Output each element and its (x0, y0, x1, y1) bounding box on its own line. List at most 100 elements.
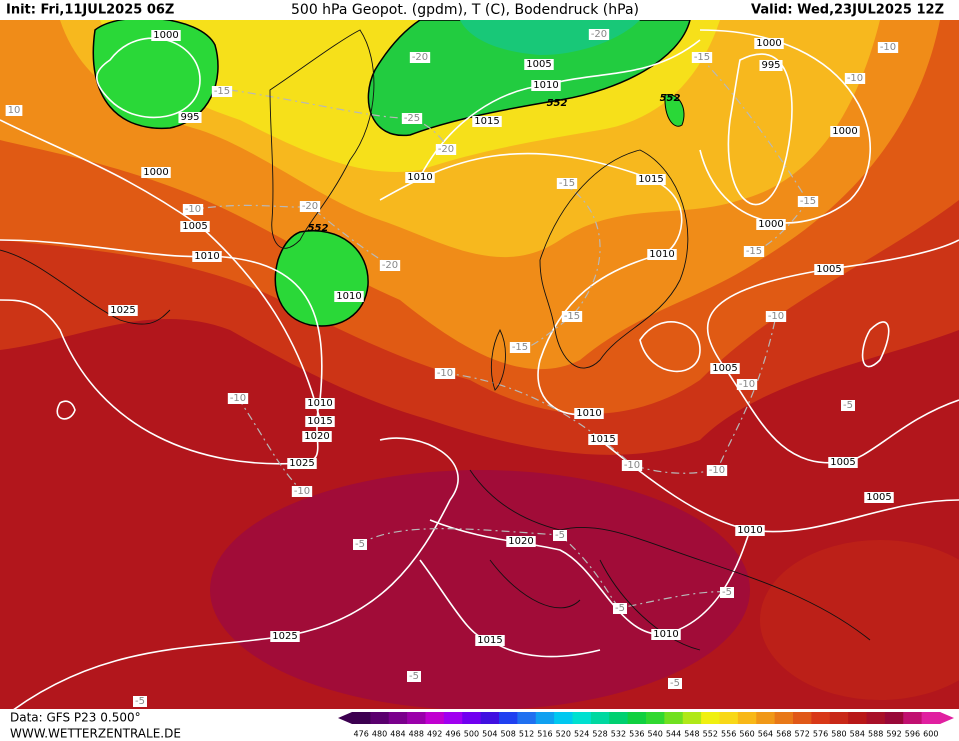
colorbar-label: 552 (703, 730, 718, 739)
colorbar-label: 540 (648, 730, 663, 739)
colorbar-swatch (572, 712, 592, 724)
temperature-label: -15 (512, 342, 528, 353)
temperature-label-box (211, 86, 233, 97)
isobar-label: 1010 (737, 525, 762, 536)
temperature-label: -5 (843, 400, 853, 411)
colorbar-arrow (940, 712, 954, 724)
colorbar-swatch (903, 712, 923, 724)
isobar-label: 1010 (336, 291, 361, 302)
temperature-label: -15 (800, 196, 816, 207)
isobar-label: 1010 (407, 172, 432, 183)
temperature-label-box (182, 204, 204, 215)
temperature-label-box (844, 73, 866, 84)
contour-labels: 1000995100010051010102510101015100510101… (5, 29, 899, 707)
temperature-label-box (401, 113, 423, 124)
temperature-label-box (736, 379, 758, 390)
isobar-label: 995 (180, 112, 199, 123)
isobar-label-box (334, 291, 364, 302)
isobar-label-box (636, 174, 666, 185)
colorbar-label: 560 (739, 730, 754, 739)
colorbar-swatch (499, 712, 518, 724)
colorbar-label: 596 (905, 730, 920, 739)
temperature-label-box (299, 201, 321, 212)
temperature-label-box (706, 465, 728, 476)
isobar-label-box (192, 251, 222, 262)
temperature-label-box (765, 311, 787, 322)
isobar-label: 1010 (576, 408, 601, 419)
colorbar-swatch (370, 712, 390, 724)
isobar-label: 1025 (110, 305, 135, 316)
isobar-label: 1025 (289, 458, 314, 469)
height-label: 552 (660, 93, 681, 104)
temperature-label: -10 (294, 486, 310, 497)
coastlines (0, 29, 871, 651)
colorbar-label: 584 (850, 730, 865, 739)
colorbar-swatch (701, 712, 720, 724)
temperature-label: -15 (694, 52, 710, 63)
map-title: 500 hPa Geopot. (gpdm), T (C), Bodendruc… (291, 2, 639, 18)
colorbar-label: 516 (537, 730, 552, 739)
init-time: Init: Fri,11JUL2025 06Z (6, 3, 174, 18)
colorbar-label: 488 (409, 730, 424, 739)
isobar-label-box (828, 457, 858, 468)
temperature-label-box (291, 486, 313, 497)
temperature-label-box (668, 678, 682, 689)
temperature-label: -10 (437, 368, 453, 379)
colorbar-swatch (774, 712, 794, 724)
colorbar-swatch (719, 712, 739, 724)
colorbar-swatch (352, 712, 371, 724)
temperature-label: -25 (404, 113, 420, 124)
temperature-label-box (613, 603, 627, 614)
colorbar-swatch (682, 712, 702, 724)
colorbar-label: 532 (611, 730, 626, 739)
colorbar-label: 480 (372, 730, 387, 739)
data-source: Data: GFS P23 0.500° (10, 711, 141, 725)
colorbar-label: 476 (354, 730, 369, 739)
isobar-label: 1005 (182, 221, 207, 232)
temperature-label-box (435, 144, 457, 155)
colorbar-swatch (646, 712, 665, 724)
colorbar-label: 508 (501, 730, 516, 739)
colorbar-swatch (554, 712, 573, 724)
temperature-label: -5 (670, 678, 680, 689)
temperature-label: -20 (302, 201, 318, 212)
isobar-label-box (305, 416, 335, 427)
temperature-label-box (407, 671, 421, 682)
temperature-label: -20 (412, 52, 428, 63)
isobar-label: 1020 (508, 536, 533, 547)
colorbar-label: 556 (721, 730, 736, 739)
colorbar-label: 492 (427, 730, 442, 739)
height-label: 552 (308, 223, 329, 234)
temperature-label-box (556, 178, 578, 189)
temperature-label: -10 (847, 73, 863, 84)
isobar-label: 1015 (474, 116, 499, 127)
temperature-label: -5 (615, 603, 625, 614)
isobar-label: 1010 (653, 629, 678, 640)
colorbar-arrow (338, 712, 352, 724)
temperature-label: -10 (880, 42, 896, 53)
isobar-label-box (305, 398, 335, 409)
temperature-label-box (797, 196, 819, 207)
isobar-label-box (759, 60, 783, 71)
isobar-label: 1005 (816, 264, 841, 275)
temperature-label-box (841, 400, 855, 411)
isobar-label-box (151, 30, 181, 41)
isobar-label-box (506, 536, 536, 547)
colorbar-swatch (517, 712, 537, 724)
isobar-label-box (830, 126, 860, 137)
isobar-label: 1015 (590, 434, 615, 445)
colorbar-label: 528 (592, 730, 607, 739)
isobar-label: 1005 (830, 457, 855, 468)
valid-time: Valid: Wed,23JUL2025 12Z (751, 3, 944, 18)
colorbar-swatch (664, 712, 684, 724)
temperature-label-box (588, 29, 610, 40)
colorbar-label: 564 (758, 730, 773, 739)
colorbar-swatch (425, 712, 445, 724)
colorbar-swatch (848, 712, 867, 724)
colorbar-swatch (609, 712, 629, 724)
temperature-label: -5 (135, 696, 145, 707)
colorbar-swatch (590, 712, 610, 724)
colorbar-swatch (462, 712, 482, 724)
isobar-label: 1010 (307, 398, 332, 409)
